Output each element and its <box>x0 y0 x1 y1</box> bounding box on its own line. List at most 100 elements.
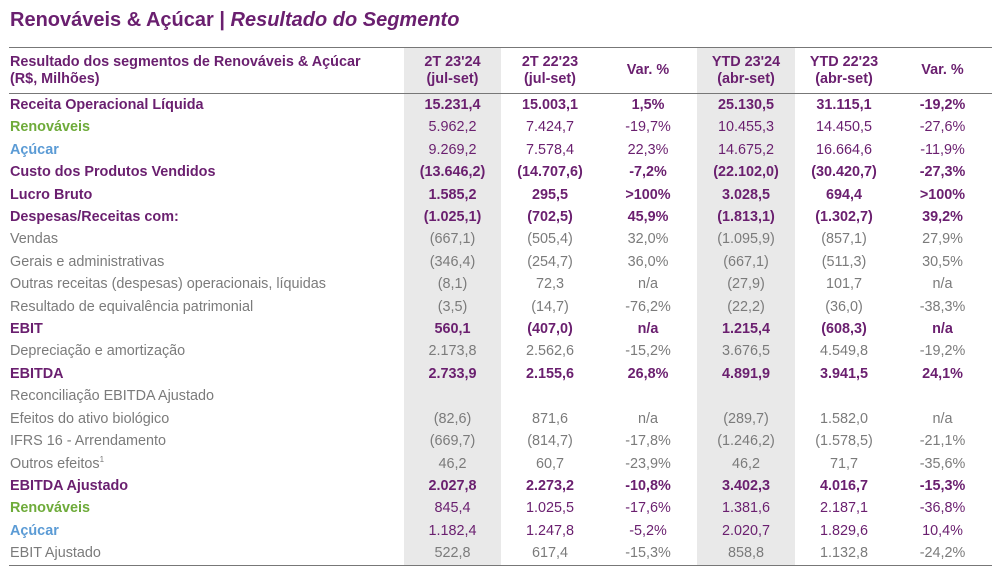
cell-2t2223: 295,5 <box>531 186 568 203</box>
row-label: Outros efeitos1 <box>9 453 404 475</box>
cell-2t2223 <box>501 385 599 407</box>
cell-var-ytd: -11,9% <box>920 141 965 158</box>
cell-var-ytd: -19,2% <box>919 97 966 113</box>
cell-ytd2324: (289,7) <box>697 407 795 431</box>
cell-var-ytd: 24,1% <box>922 365 963 382</box>
row-label-text: Açúcar <box>10 141 59 158</box>
cell-var-quarter: -10,8% <box>625 477 671 494</box>
cell-2t2223: 15.003,1 <box>521 97 579 113</box>
row-ifrs16-arrendamento: IFRS 16 - Arrendamento (669,7) (814,7) -17,… <box>9 430 992 453</box>
row-receita-acucar: Açúcar 9.269,2 7.578,4 22,3% 14.675,2 16.664,… <box>9 138 992 162</box>
cell-2t2324: 9.269,2 <box>404 138 501 162</box>
cell-2t2324: (667,1) <box>404 228 501 251</box>
row-lucro-bruto: Lucro Bruto 1.585,2 295,5 >100% 3.028,5 694,4… <box>9 183 992 207</box>
row-label: Renováveis <box>9 497 404 519</box>
row-label: Reconciliação EBITDA Ajustado <box>9 385 404 407</box>
cell-2t2223: 2.155,6 <box>525 365 574 382</box>
header-label-line2: (R$, Milhões) <box>10 70 100 87</box>
row-label: Despesas/Receitas com: <box>9 206 404 228</box>
cell-2t2324: 15.231,4 <box>404 93 501 117</box>
row-label: EBITDA <box>9 363 404 385</box>
cell-ytd2223: (36,0) <box>825 298 863 315</box>
cell-2t2324: (13.646,2) <box>404 161 501 184</box>
row-ebitda: EBITDA 2.733,9 2.155,6 26,8% 4.891,9 3.941,5 2… <box>9 362 992 386</box>
header-col-line2: (abr-set) <box>717 70 775 87</box>
cell-var-ytd: n/a <box>932 321 953 338</box>
row-label: EBIT <box>9 318 404 340</box>
row-label: EBITDA Ajustado <box>9 475 404 497</box>
row-label: Açúcar <box>9 139 404 161</box>
cell-2t2223: 2.562,6 <box>525 343 574 360</box>
row-outras-receitas-despesas: Outras receitas (despesas) operacionais,… <box>9 273 992 296</box>
cell-var-ytd: -19,2% <box>919 343 966 360</box>
cell-2t2223: (505,4) <box>527 231 573 248</box>
cell-2t2324: 5.962,2 <box>404 116 501 139</box>
table-header-row: Resultado dos segmentos de Renováveis & … <box>9 47 992 94</box>
cell-ytd2223: 16.664,6 <box>815 141 873 158</box>
cell-2t2324: 46,2 <box>404 452 501 475</box>
row-label-text: Açúcar <box>10 522 59 539</box>
row-label-text: EBITDA Ajustado <box>10 477 129 494</box>
cell-2t2223: 1.025,5 <box>525 500 574 517</box>
row-label-text: Outros efeitos <box>10 455 100 472</box>
cell-2t2223: 1.247,8 <box>525 522 574 539</box>
row-label: Lucro Bruto <box>9 184 404 206</box>
row-label: Depreciação e amortização <box>9 340 404 362</box>
header-col-2t2223: 2T 22'23 (jul-set) <box>501 47 599 94</box>
cell-var-quarter: n/a <box>637 321 659 338</box>
row-label-text: Receita Operacional Líquida <box>10 97 204 113</box>
row-label-text: EBIT <box>10 321 43 338</box>
cell-ytd2324: 3.028,5 <box>697 183 795 207</box>
cell-2t2223: 871,6 <box>531 410 568 427</box>
cell-2t2324: 1.182,4 <box>404 519 501 543</box>
cell-var-ytd: 27,9% <box>922 231 963 248</box>
row-gerais-administrativas: Gerais e administrativas (346,4) (254,7) 36… <box>9 250 992 274</box>
cell-ytd2324: 10.455,3 <box>697 116 795 139</box>
cell-var-quarter: >100% <box>625 186 671 203</box>
row-custo-produtos-vendidos: Custo dos Produtos Vendidos (13.646,2) (14… <box>9 161 992 184</box>
cell-var-quarter: -15,2% <box>625 343 671 360</box>
cell-var-ytd: -35,6% <box>919 455 966 472</box>
cell-var-quarter: -7,2% <box>629 164 667 181</box>
cell-var-quarter: 22,3% <box>627 141 669 158</box>
cell-var-quarter: n/a <box>637 276 658 293</box>
cell-ytd2223: 101,7 <box>825 276 862 293</box>
title-subtitle: Resultado do Segmento <box>230 9 460 31</box>
cell-2t2324: (3,5) <box>404 295 501 319</box>
cell-var-quarter: n/a <box>637 410 658 427</box>
cell-2t2324: 2.733,9 <box>404 362 501 386</box>
cell-ytd2223: 694,4 <box>825 186 862 203</box>
row-ebitda-renovaveis: Renováveis 845,4 1.025,5 -17,6% 1.381,6 2.187… <box>9 497 992 520</box>
cell-var-quarter: 32,0% <box>627 231 669 248</box>
row-label-text: Efeitos do ativo biológico <box>10 410 170 427</box>
header-col-line1: 2T 23'24 <box>424 53 481 70</box>
header-col-2t2324: 2T 23'24 (jul-set) <box>404 47 501 94</box>
row-label: Vendas <box>9 228 404 250</box>
row-label-text: Outras receitas (despesas) operacionais,… <box>10 276 326 293</box>
cell-ytd2324: (1.095,9) <box>697 228 795 251</box>
cell-ytd2223: 1.132,8 <box>795 542 893 566</box>
cell-2t2223: 7.578,4 <box>525 141 574 158</box>
row-vendas: Vendas (667,1) (505,4) 32,0% (1.095,9) (857,1… <box>9 228 992 251</box>
row-label-text: Resultado de equivalência patrimonial <box>10 298 254 315</box>
cell-ytd2324: (27,9) <box>697 273 795 296</box>
cell-2t2324 <box>404 385 501 408</box>
cell-var-ytd: 10,4% <box>922 522 963 539</box>
page-title: Renováveis & Açúcar | Resultado do Segme… <box>10 9 459 32</box>
row-label-text: Lucro Bruto <box>10 186 93 203</box>
cell-var-quarter: -76,2% <box>625 298 671 315</box>
row-label-text: Depreciação e amortização <box>10 343 186 360</box>
cell-ytd2223: 71,7 <box>829 455 858 472</box>
header-col-line1: YTD 22'23 <box>809 53 879 70</box>
cell-2t2324: (346,4) <box>404 250 501 274</box>
cell-2t2324: 2.027,8 <box>404 474 501 498</box>
header-col-line1: YTD 23'24 <box>711 53 781 70</box>
cell-ytd2324: (1.246,2) <box>697 430 795 453</box>
cell-ytd2223: (1.578,5) <box>815 433 873 450</box>
cell-ytd2223: (857,1) <box>821 231 867 248</box>
cell-var-ytd: -21,1% <box>919 433 966 450</box>
row-reconciliacao-ebitda: Reconciliação EBITDA Ajustado <box>9 385 992 408</box>
row-label: IFRS 16 - Arrendamento <box>9 430 404 452</box>
cell-2t2324: (8,1) <box>404 273 501 296</box>
cell-var-quarter: -15,3% <box>599 542 697 566</box>
